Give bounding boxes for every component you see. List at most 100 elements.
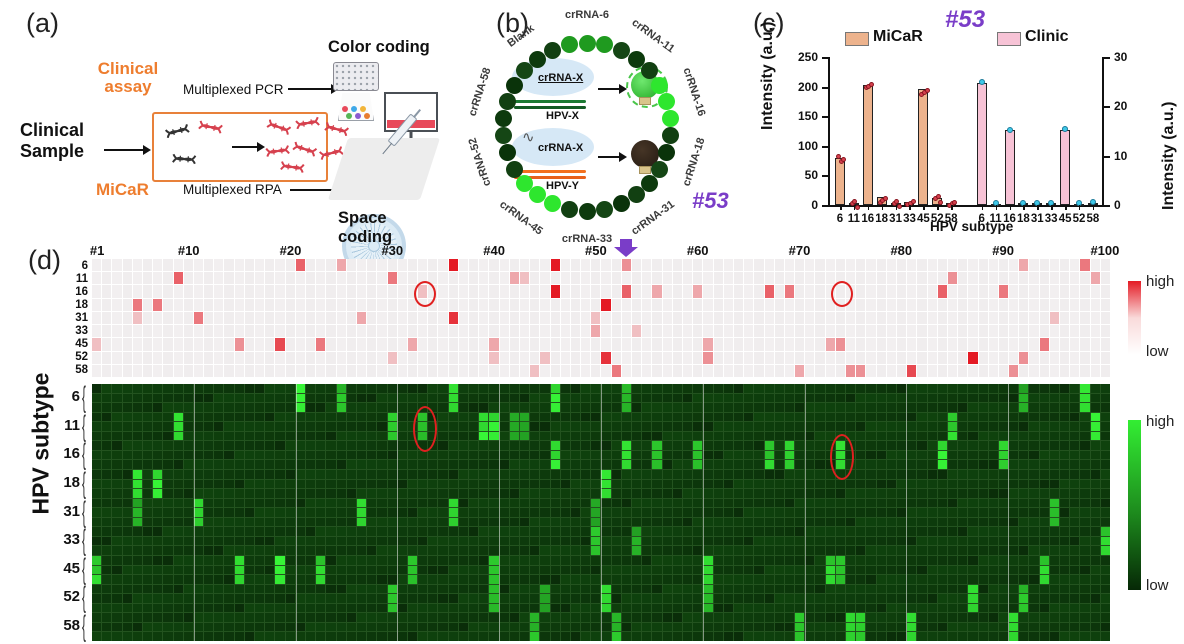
decade-separator	[1008, 384, 1010, 641]
micar-heatmap-cell	[336, 450, 346, 460]
micar-heatmap-cell	[581, 403, 591, 412]
micar-heatmap-cell	[968, 575, 978, 584]
micar-heatmap-cell	[744, 565, 754, 575]
clinic-heatmap-cell	[744, 338, 754, 351]
micar-heatmap-cell	[764, 575, 774, 584]
clinic-heatmap-cell	[1049, 351, 1060, 364]
micar-heatmap-cell	[1009, 384, 1019, 393]
micar-heatmap-cell	[479, 489, 489, 498]
micar-heatmap-cell	[866, 546, 876, 555]
micar-heatmap-cell	[407, 565, 418, 575]
clinic-heatmap-cell	[519, 338, 530, 351]
micar-heatmap-cell	[846, 403, 856, 412]
micar-heatmap-cell	[112, 431, 122, 441]
micar-heatmap-cell	[285, 450, 295, 460]
micar-heatmap-cell	[92, 622, 102, 632]
right-tick	[1104, 57, 1110, 59]
micar-heatmap-cell	[733, 412, 744, 422]
micar-heatmap-cell	[469, 613, 479, 622]
micar-heatmap-cell	[897, 565, 907, 575]
micar-heatmap-cell	[611, 412, 621, 422]
micar-heatmap-cell	[601, 527, 611, 536]
micar-heatmap-cell	[958, 565, 968, 575]
micar-heatmap-cell	[397, 412, 407, 422]
clinic-heatmap-cell	[448, 338, 458, 351]
clinic-heatmap-cell	[244, 259, 255, 272]
micar-heatmap-cell	[764, 393, 774, 403]
clinic-heatmap-cell	[907, 325, 917, 338]
micar-heatmap-cell	[560, 594, 570, 603]
micar-heatmap-cell	[540, 517, 550, 527]
clinic-heatmap-cell	[153, 325, 163, 338]
micar-heatmap-cell	[509, 575, 519, 584]
micar-heatmap-cell	[815, 498, 825, 508]
clinic-heatmap-cell	[693, 351, 703, 364]
micar-heatmap-cell	[998, 536, 1009, 546]
clinic-heatmap-cell	[255, 338, 265, 351]
micar-heatmap-cell	[163, 622, 173, 632]
micar-heatmap-cell	[683, 575, 693, 584]
clinic-heatmap-cell	[509, 272, 519, 285]
clinic-heatmap-cell	[958, 351, 968, 364]
micar-heatmap-cell	[214, 575, 224, 584]
micar-heatmap-cell	[377, 469, 387, 479]
pcr-arrow	[288, 84, 339, 94]
clinic-heatmap-cell	[153, 311, 163, 325]
micar-heatmap-cell	[866, 527, 876, 536]
clinic-heatmap-cell	[346, 351, 356, 364]
micar-heatmap-cell	[377, 527, 387, 536]
micar-data-point	[894, 199, 900, 205]
micar-heatmap-cell	[958, 622, 968, 632]
micar-heatmap-cell	[102, 441, 112, 450]
micar-heatmap-cell	[407, 412, 418, 422]
clinic-heatmap-cell	[1009, 338, 1019, 351]
micar-heatmap-cell	[397, 431, 407, 441]
micar-heatmap-cell	[540, 384, 550, 393]
micar-heatmap-cell	[234, 422, 244, 431]
clinic-heatmap-cell	[601, 364, 611, 377]
clinic-heatmap-cell	[132, 298, 142, 311]
micar-heatmap-cell	[305, 565, 316, 575]
micar-heatmap-cell	[305, 489, 316, 498]
micar-heatmap-cell	[530, 479, 540, 489]
micar-heatmap-cell	[336, 479, 346, 489]
clinic-heatmap-cell	[754, 338, 764, 351]
micar-heatmap-cell	[866, 489, 876, 498]
clinic-heatmap-cell	[1029, 325, 1039, 338]
micar-heatmap-cell	[907, 441, 917, 450]
micar-heatmap-cell	[835, 575, 846, 584]
clinic-heatmap-cell	[519, 325, 530, 338]
clinic-heatmap-cell	[703, 285, 713, 298]
micar-heatmap-cell	[377, 508, 387, 517]
micar-heatmap-cell	[1070, 546, 1080, 555]
clinic-heatmap-cell	[937, 272, 947, 285]
clinic-heatmap-cell	[336, 325, 346, 338]
micar-heatmap-cell	[1080, 422, 1090, 431]
micar-heatmap-cell	[275, 412, 285, 422]
clinic-heatmap-cell	[723, 338, 733, 351]
micar-heatmap-cell	[683, 613, 693, 622]
dna-icon	[322, 119, 350, 144]
micar-heatmap-cell	[1029, 498, 1039, 508]
micar-heatmap-cell	[1049, 622, 1060, 632]
micar-heatmap-cell	[581, 441, 591, 450]
micar-heatmap-cell	[581, 622, 591, 632]
micar-heatmap-cell	[163, 584, 173, 594]
clinic-heatmap-cell	[693, 285, 703, 298]
micar-heatmap-cell	[927, 536, 937, 546]
clinic-heatmap-cell	[397, 285, 407, 298]
micar-heatmap-cell	[917, 622, 927, 632]
micar-heatmap-cell	[968, 489, 978, 498]
micar-heatmap-cell	[367, 536, 377, 546]
ring-segment-label: crRNA-16	[680, 66, 707, 119]
micar-heatmap-cell	[560, 613, 570, 622]
clinic-heatmap-cell	[428, 351, 438, 364]
micar-heatmap-cell	[703, 622, 713, 632]
micar-heatmap-cell	[1019, 450, 1029, 460]
micar-heatmap-cell	[601, 403, 611, 412]
micar-heatmap-cell	[927, 489, 937, 498]
clinic-heatmap-cell	[601, 272, 611, 285]
micar-heatmap-cell	[1009, 393, 1019, 403]
micar-heatmap-cell	[244, 469, 255, 479]
clinic-heatmap-cell	[917, 364, 927, 377]
